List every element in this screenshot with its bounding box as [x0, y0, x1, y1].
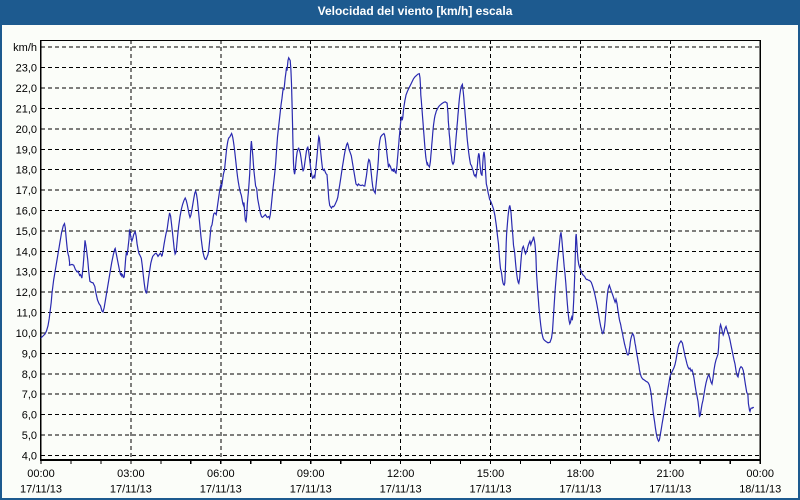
svg-text:14,0: 14,0 — [16, 246, 37, 258]
svg-text:17/11/13: 17/11/13 — [559, 484, 601, 496]
svg-text:19,0: 19,0 — [16, 144, 37, 156]
svg-text:16,0: 16,0 — [16, 206, 37, 218]
svg-text:km/h: km/h — [13, 42, 37, 54]
svg-text:15:00: 15:00 — [477, 468, 505, 480]
svg-text:17/11/13: 17/11/13 — [290, 484, 332, 496]
svg-text:17/11/13: 17/11/13 — [380, 484, 422, 496]
svg-text:5,0: 5,0 — [22, 430, 37, 442]
svg-text:00:00: 00:00 — [27, 468, 55, 480]
svg-text:17/11/13: 17/11/13 — [649, 484, 691, 496]
svg-text:12,0: 12,0 — [16, 287, 37, 299]
svg-text:12:00: 12:00 — [387, 468, 415, 480]
svg-text:20,0: 20,0 — [16, 124, 37, 136]
svg-text:06:00: 06:00 — [207, 468, 235, 480]
svg-text:23,0: 23,0 — [16, 63, 37, 75]
svg-text:6,0: 6,0 — [22, 410, 37, 422]
svg-text:17,0: 17,0 — [16, 185, 37, 197]
svg-text:22,0: 22,0 — [16, 83, 37, 95]
svg-text:18/11/13: 18/11/13 — [739, 484, 781, 496]
svg-text:10,0: 10,0 — [16, 328, 37, 340]
svg-text:4,0: 4,0 — [22, 450, 37, 462]
svg-text:9,0: 9,0 — [22, 348, 37, 360]
svg-text:09:00: 09:00 — [297, 468, 325, 480]
svg-text:00:00: 00:00 — [746, 468, 774, 480]
svg-text:15,0: 15,0 — [16, 226, 37, 238]
svg-text:21,0: 21,0 — [16, 103, 37, 115]
svg-text:03:00: 03:00 — [117, 468, 145, 480]
svg-text:17/11/13: 17/11/13 — [110, 484, 152, 496]
svg-text:17/11/13: 17/11/13 — [20, 484, 62, 496]
svg-text:17/11/13: 17/11/13 — [469, 484, 511, 496]
svg-text:7,0: 7,0 — [22, 389, 37, 401]
svg-text:21:00: 21:00 — [657, 468, 685, 480]
svg-text:18,0: 18,0 — [16, 165, 37, 177]
svg-text:13,0: 13,0 — [16, 267, 37, 279]
svg-text:18:00: 18:00 — [567, 468, 595, 480]
svg-text:17/11/13: 17/11/13 — [200, 484, 242, 496]
svg-text:8,0: 8,0 — [22, 369, 37, 381]
svg-text:11,0: 11,0 — [16, 308, 37, 320]
